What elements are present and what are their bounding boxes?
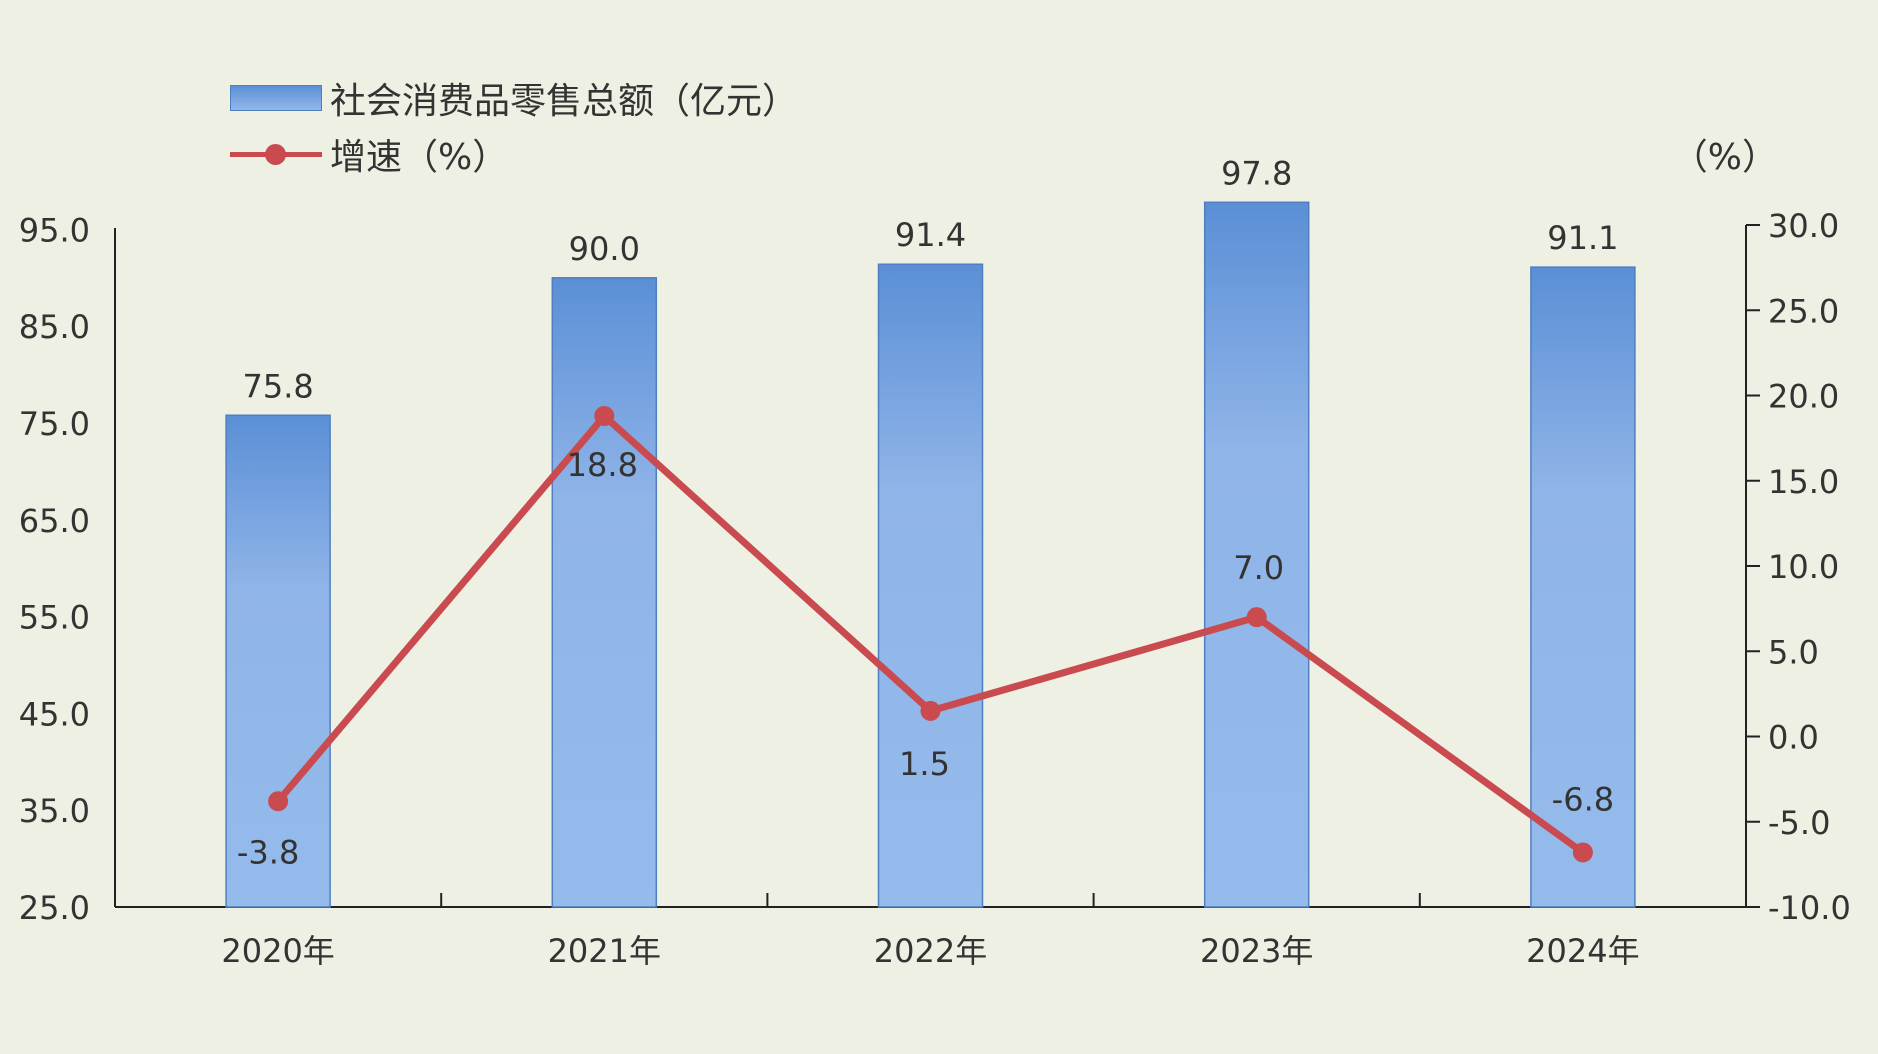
bar-value-label: 91.4 [895, 216, 966, 254]
bar [225, 414, 331, 908]
bar-value-label: 91.1 [1547, 219, 1618, 257]
left-tick-label: 45.0 [19, 695, 90, 733]
growth-point [1246, 607, 1267, 628]
legend-label-retail-sales: 社会消费品零售总额（亿元） [330, 81, 799, 122]
left-tick-label: 95.0 [19, 211, 90, 249]
bar-value-label: 75.8 [242, 367, 313, 405]
left-tick-label: 35.0 [19, 792, 90, 830]
data-labels: 75.8 90.0 91.4 97.8 91.1 -3.8 18.8 1.5 7.0 -6.8 [237, 154, 1619, 871]
left-tick-label: 75.0 [19, 405, 90, 443]
x-tick-label: 2023年 [1200, 932, 1313, 970]
legend-line-swatch [230, 141, 322, 167]
right-tick-label: 15.0 [1768, 463, 1839, 501]
bar [551, 277, 658, 908]
growth-point [920, 700, 941, 721]
right-tick-label: -10.0 [1768, 889, 1851, 927]
right-tick-label: 0.0 [1768, 719, 1819, 757]
bar-value-label: 90.0 [569, 230, 640, 268]
growth-point [268, 791, 289, 812]
bar-series [225, 201, 1636, 908]
growth-value-label: 18.8 [567, 446, 638, 484]
growth-value-label: -3.8 [237, 833, 299, 871]
legend-label-growth: 增速（%） [330, 137, 509, 178]
left-tick-label: 65.0 [19, 502, 90, 540]
growth-value-label: 1.5 [899, 745, 950, 783]
x-tick-label: 2021年 [548, 932, 661, 970]
left-tick-label: 25.0 [19, 889, 90, 927]
growth-value-label: -6.8 [1552, 780, 1614, 818]
growth-value-label: 7.0 [1233, 549, 1284, 587]
right-tick-label: -5.0 [1768, 804, 1830, 842]
legend-item-retail-sales: 社会消费品零售总额（亿元） [230, 70, 798, 126]
right-axis-unit: （%） [1671, 137, 1778, 178]
bar-value-label: 97.8 [1221, 154, 1292, 192]
legend-bar-swatch [230, 85, 322, 111]
legend-item-growth: 增速（%） [230, 126, 798, 182]
chart-axes: 25.0 35.0 45.0 55.0 65.0 75.0 85.0 95.0 -10.0 -5.… [19, 207, 1851, 970]
growth-point [594, 405, 615, 426]
bar [1203, 201, 1310, 908]
legend: 社会消费品零售总额（亿元） 增速（%） [230, 70, 798, 182]
right-tick-label: 30.0 [1768, 207, 1839, 245]
right-tick-label: 20.0 [1768, 378, 1839, 416]
right-tick-label: 5.0 [1768, 633, 1819, 671]
bar [1530, 266, 1636, 908]
x-tick-label: 2024年 [1526, 932, 1639, 970]
left-tick-label: 85.0 [19, 308, 90, 346]
x-tick-label: 2020年 [221, 932, 334, 970]
growth-point [1572, 842, 1593, 863]
bar [877, 263, 984, 908]
growth-line-series [268, 405, 1593, 863]
right-tick-label: 25.0 [1768, 292, 1839, 330]
x-tick-label: 2022年 [874, 932, 987, 970]
right-tick-label: 10.0 [1768, 548, 1839, 586]
left-tick-label: 55.0 [19, 599, 90, 637]
